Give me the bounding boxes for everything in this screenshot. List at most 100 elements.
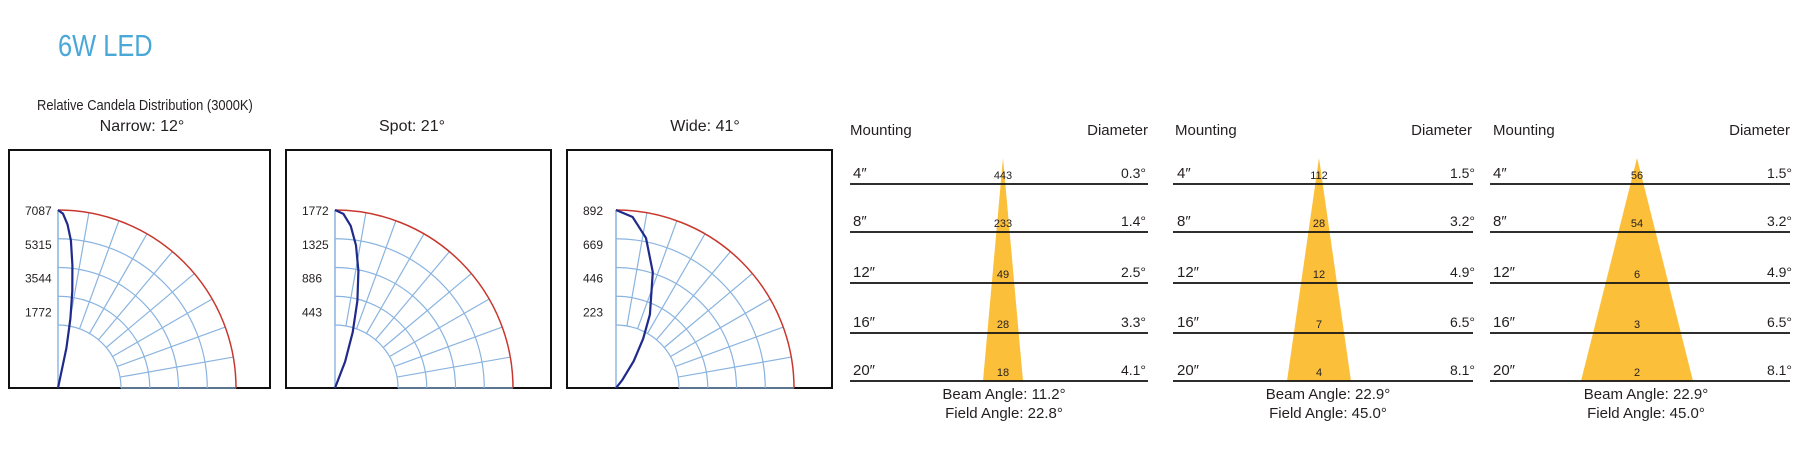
polar-tick-label: 3544 bbox=[25, 272, 52, 286]
polar-grid-arc bbox=[334, 266, 457, 389]
cone-3-beam-angle: Beam Angle: 22.9° bbox=[1583, 386, 1709, 403]
cone-diameter-label: 3.2° bbox=[1450, 213, 1475, 229]
cone-header-mounting: Mounting bbox=[1493, 122, 1555, 139]
polar-inner-arc bbox=[334, 324, 399, 389]
polar-grid-arc bbox=[57, 295, 151, 389]
cone-diameter-label: 4.9° bbox=[1767, 264, 1792, 280]
polar-outer-arc bbox=[334, 209, 514, 389]
polar-grid-radial bbox=[375, 251, 450, 341]
cone-value-label: 56 bbox=[1631, 170, 1643, 182]
polar-grid-radial bbox=[78, 220, 120, 330]
cone-diameter-label: 6.5° bbox=[1450, 314, 1475, 330]
polar-outer-arc bbox=[615, 209, 795, 389]
polar-grid-radial bbox=[656, 251, 731, 341]
polar-grid-radial bbox=[396, 356, 511, 378]
cone-mount-label: 12″ bbox=[1177, 264, 1200, 281]
polar-tick-label: 7087 bbox=[25, 204, 52, 218]
polar-grid-radial bbox=[626, 212, 648, 327]
polar-grid-radial bbox=[663, 273, 753, 348]
cone-header-mounting: Mounting bbox=[1175, 122, 1237, 139]
cone-diameter-label: 6.5° bbox=[1767, 314, 1792, 330]
cone-diameter-label: 8.1° bbox=[1450, 362, 1475, 378]
cone-mount-label: 8″ bbox=[1177, 213, 1191, 230]
cone-shape bbox=[983, 158, 1023, 381]
cone-chart-2: Mounting Diameter 4″ 112 1.5° 8″ 28 3.2° 12″ 12 4.… bbox=[1173, 122, 1475, 382]
cone-value-label: 18 bbox=[997, 367, 1009, 379]
cone-header-diameter: Diameter bbox=[1087, 122, 1148, 139]
cone-diameter-label: 1.5° bbox=[1767, 165, 1792, 181]
cone-mount-label: 4″ bbox=[1493, 165, 1507, 182]
polar-grid-arc bbox=[615, 295, 709, 389]
polar-grid-radial bbox=[677, 356, 792, 378]
cone-value-label: 7 bbox=[1316, 319, 1322, 331]
cone-chart-3: Mounting Diameter 4″ 56 1.5° 8″ 54 3.2° 12″ 6 4.9°… bbox=[1490, 122, 1792, 382]
cone-diameter-label: 3.2° bbox=[1767, 213, 1792, 229]
cone-header-diameter: Diameter bbox=[1411, 122, 1472, 139]
polar-grid-arc bbox=[334, 238, 485, 389]
polar-tick-label: 5315 bbox=[25, 238, 52, 252]
cone-value-label: 2 bbox=[1634, 367, 1640, 379]
polar-grid-arc bbox=[57, 266, 180, 389]
polar-tick-label: 886 bbox=[302, 272, 322, 286]
polar-candela-curve bbox=[615, 208, 654, 389]
cone-mount-label: 16″ bbox=[853, 314, 876, 331]
cone-mount-label: 16″ bbox=[1177, 314, 1200, 331]
cone-value-label: 443 bbox=[994, 170, 1012, 182]
cone-mount-label: 20″ bbox=[1177, 362, 1200, 379]
polar-grid-radial bbox=[365, 233, 425, 334]
polar-tick-label: 669 bbox=[583, 238, 603, 252]
cone-3-field-angle: Field Angle: 45.0° bbox=[1587, 405, 1705, 422]
cone-diameter-label: 4.1° bbox=[1121, 362, 1146, 378]
cone-shape bbox=[1581, 158, 1693, 381]
polar-grid-radial bbox=[345, 212, 367, 327]
polar-grid-radial bbox=[670, 298, 771, 358]
polar-grid-arc bbox=[57, 238, 208, 389]
polar-candela-curve bbox=[56, 209, 74, 389]
cone-shape bbox=[1287, 158, 1351, 381]
cone-value-label: 112 bbox=[1310, 170, 1328, 182]
cone-mount-label: 4″ bbox=[853, 165, 867, 182]
cone-value-label: 4 bbox=[1316, 367, 1322, 379]
cone-mount-label: 8″ bbox=[853, 213, 867, 230]
cone-value-label: 6 bbox=[1634, 269, 1640, 281]
cone-header-mounting: Mounting bbox=[850, 122, 912, 139]
cone-mount-label: 8″ bbox=[1493, 213, 1507, 230]
polar-grid-radial bbox=[382, 273, 472, 348]
polar-grid-arc bbox=[615, 266, 738, 389]
cone-1-field-angle: Field Angle: 22.8° bbox=[945, 405, 1063, 422]
cone-mount-label: 20″ bbox=[853, 362, 876, 379]
polar-grid-radial bbox=[389, 298, 490, 358]
cone-value-label: 28 bbox=[997, 319, 1009, 331]
cone-mount-label: 4″ bbox=[1177, 165, 1191, 182]
cone-value-label: 54 bbox=[1631, 218, 1643, 230]
cone-mount-label: 20″ bbox=[1493, 362, 1516, 379]
cone-1-beam-angle: Beam Angle: 11.2° bbox=[942, 386, 1066, 403]
cone-diameter-label: 2.5° bbox=[1121, 264, 1146, 280]
polar-inner-arc bbox=[615, 324, 680, 389]
polar-grid-arc bbox=[615, 238, 766, 389]
polar-grid-radial bbox=[88, 233, 148, 334]
polar-candela-curve bbox=[333, 209, 360, 389]
polar-title-narrow: Narrow: 12° bbox=[99, 118, 185, 135]
cone-value-label: 3 bbox=[1634, 319, 1640, 331]
cone-header-diameter: Diameter bbox=[1729, 122, 1790, 139]
polar-grid-radial bbox=[355, 220, 397, 330]
polar-grid-radial bbox=[393, 326, 503, 368]
chart-subtitle: Relative Candela Distribution (3000K) bbox=[37, 97, 253, 114]
polar-tick-label: 443 bbox=[302, 305, 322, 319]
cone-diameter-label: 1.5° bbox=[1450, 165, 1475, 181]
cone-value-label: 28 bbox=[1313, 218, 1325, 230]
cone-diameter-label: 0.3° bbox=[1121, 165, 1146, 181]
polar-grid-radial bbox=[98, 251, 173, 341]
page-title: 6W LED bbox=[58, 28, 153, 63]
polar-tick-label: 446 bbox=[583, 272, 603, 286]
cone-diameter-label: 3.3° bbox=[1121, 314, 1146, 330]
polar-outer-arc bbox=[57, 209, 237, 389]
polar-tick-label: 223 bbox=[583, 305, 603, 319]
cone-mount-label: 12″ bbox=[853, 264, 876, 281]
cone-value-label: 49 bbox=[997, 269, 1009, 281]
cone-2-field-angle: Field Angle: 45.0° bbox=[1269, 405, 1387, 422]
polar-grid-radial bbox=[105, 273, 195, 348]
